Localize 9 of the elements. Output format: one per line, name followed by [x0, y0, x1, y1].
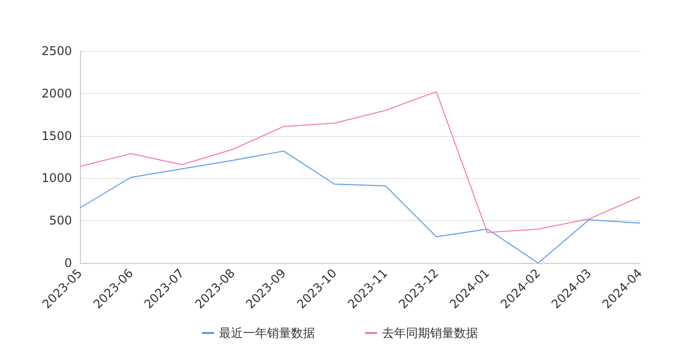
- legend-label: 最近一年销量数据: [219, 326, 315, 340]
- y-tick-label: 500: [49, 214, 72, 228]
- y-tick-label: 2500: [41, 44, 72, 58]
- y-tick-label: 1000: [41, 171, 72, 186]
- y-tick-label: 2000: [41, 86, 72, 100]
- y-tick-label: 1500: [41, 128, 72, 143]
- line-series: [80, 91, 640, 233]
- y-tick-label: 0: [64, 256, 72, 270]
- legend-label: 去年同期销量数据: [382, 326, 478, 340]
